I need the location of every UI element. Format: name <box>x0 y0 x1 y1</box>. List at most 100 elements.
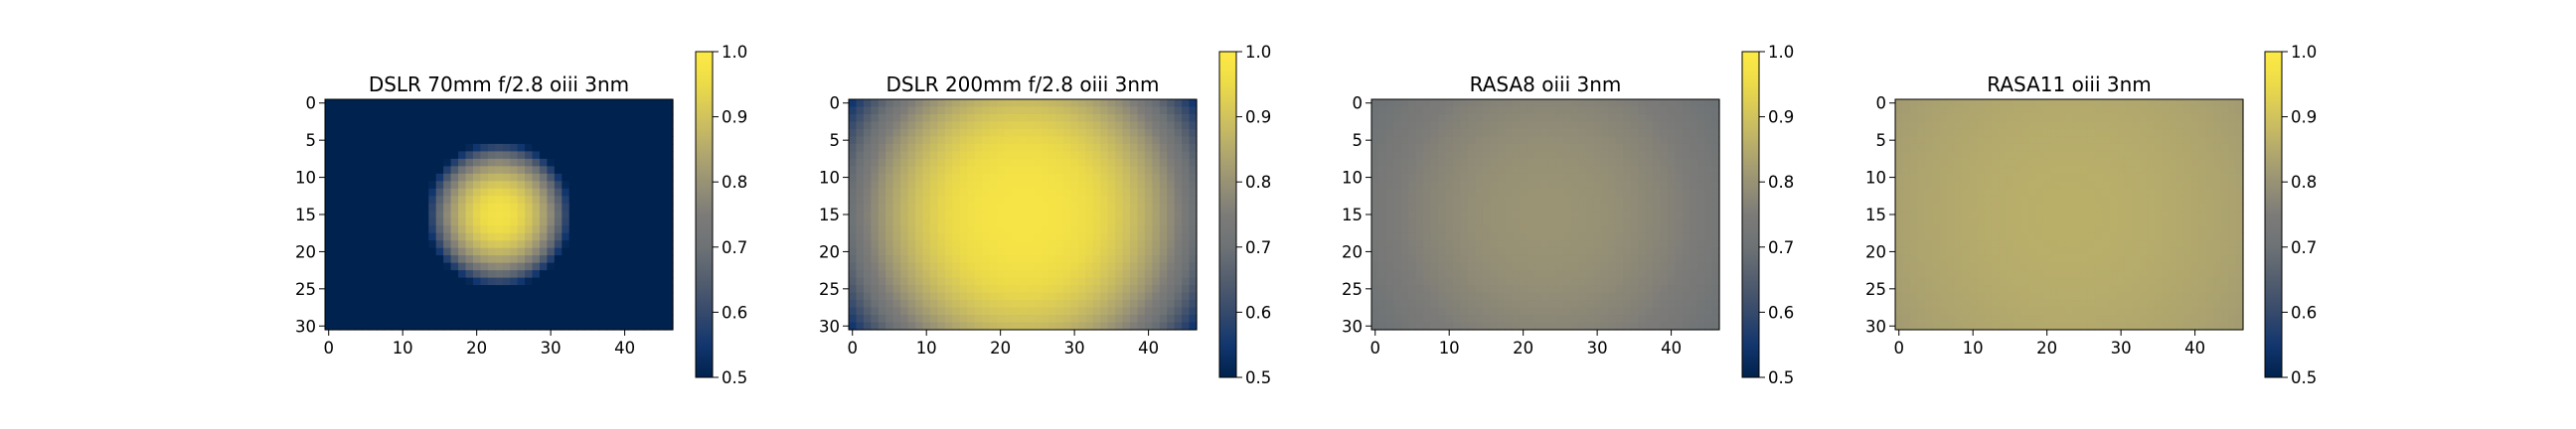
heatmap-cell <box>1571 211 1580 219</box>
heatmap-cell <box>871 240 880 249</box>
heatmap-cell <box>450 113 459 123</box>
heatmap-cell <box>1512 322 1521 331</box>
heatmap-cell <box>1939 128 1948 138</box>
heatmap-cell <box>2065 121 2074 130</box>
heatmap-cell <box>472 232 481 241</box>
heatmap-cell <box>2028 173 2037 182</box>
heatmap-cell <box>2205 136 2214 145</box>
heatmap-cell <box>1556 232 1565 241</box>
heatmap-cell <box>1600 166 1609 175</box>
heatmap-cell <box>465 143 474 152</box>
heatmap-cell <box>1107 300 1116 309</box>
heatmap-cell <box>1415 255 1424 264</box>
heatmap-cell <box>1026 136 1035 145</box>
heatmap-cell <box>1371 196 1380 205</box>
heatmap-cell <box>458 113 467 123</box>
heatmap-cell <box>1533 166 1542 175</box>
heatmap-cell <box>1430 232 1439 241</box>
heatmap-cell <box>900 232 909 241</box>
heatmap-cell <box>1682 121 1690 130</box>
heatmap-cell <box>1623 106 1632 115</box>
heatmap-cell <box>347 255 356 264</box>
heatmap-cell <box>1438 188 1447 197</box>
heatmap-cell <box>1055 158 1064 167</box>
heatmap-cell <box>525 136 534 145</box>
heatmap-cell <box>1062 128 1072 138</box>
heatmap-cell <box>1505 188 1514 197</box>
heatmap-cell <box>495 322 504 331</box>
heatmap-cell <box>502 151 511 160</box>
heatmap-cell <box>1092 128 1101 138</box>
heatmap-cell <box>1371 315 1380 324</box>
heatmap-cell <box>1041 166 1049 175</box>
heatmap-cell <box>1482 121 1491 130</box>
heatmap-cell <box>458 188 467 197</box>
heatmap-cell <box>1969 158 1978 167</box>
heatmap-cell <box>1593 232 1602 241</box>
heatmap-cell <box>598 292 607 301</box>
heatmap-cell <box>562 247 570 256</box>
heatmap-cell <box>2220 121 2229 130</box>
heatmap-cell <box>605 270 615 279</box>
heatmap-cell <box>1519 128 1528 138</box>
heatmap-cell <box>1490 255 1499 264</box>
heatmap-cell <box>1563 188 1572 197</box>
heatmap-cell <box>1682 136 1690 145</box>
y-tick-label: 20 <box>295 242 316 261</box>
heatmap-cell <box>2020 166 2029 175</box>
heatmap-cell <box>1122 196 1131 205</box>
heatmap-cell <box>1174 143 1183 152</box>
heatmap-cell <box>1645 166 1654 175</box>
heatmap-cell <box>1152 217 1161 226</box>
heatmap-cell <box>332 121 341 130</box>
heatmap-cell <box>1452 292 1461 301</box>
heatmap-cell <box>405 128 414 138</box>
heatmap-cell <box>967 262 976 271</box>
heatmap-cell <box>1445 196 1454 205</box>
heatmap-cell <box>1704 143 1713 152</box>
heatmap-cell <box>1174 232 1183 241</box>
heatmap-cell <box>1475 181 1484 190</box>
heatmap-cell <box>1415 203 1424 212</box>
heatmap-cell <box>1430 181 1439 190</box>
heatmap-cell <box>658 158 667 167</box>
heatmap-cell <box>1976 136 1985 145</box>
heatmap-cell <box>2020 173 2029 182</box>
heatmap-cell <box>937 99 946 108</box>
heatmap-cell <box>1556 217 1565 226</box>
heatmap-cell <box>472 121 481 130</box>
y-tick-label: 20 <box>819 242 840 261</box>
heatmap-cell <box>628 196 637 205</box>
heatmap-cell <box>643 158 652 167</box>
heatmap-cell <box>1371 173 1380 182</box>
heatmap-cell <box>849 240 858 249</box>
heatmap-cell <box>1408 277 1417 286</box>
heatmap-cell <box>849 181 858 190</box>
heatmap-cell <box>1556 292 1565 301</box>
heatmap-cell <box>554 181 563 190</box>
heatmap-cell <box>532 232 541 241</box>
heatmap-cell <box>915 292 924 301</box>
heatmap-cell <box>1563 315 1572 324</box>
heatmap-cell <box>878 143 886 152</box>
heatmap-cell <box>1696 166 1705 175</box>
heatmap-cell <box>620 315 629 324</box>
heatmap-cell <box>1085 173 1094 182</box>
heatmap-cell <box>643 99 652 108</box>
heatmap-cell <box>435 292 444 301</box>
heatmap-cell <box>1371 121 1380 130</box>
heatmap-cell <box>1159 166 1168 175</box>
heatmap-cell <box>1490 196 1499 205</box>
heatmap-cell <box>547 277 556 286</box>
heatmap-cell <box>863 247 872 256</box>
heatmap-cell <box>1704 158 1713 167</box>
heatmap-cell <box>510 136 519 145</box>
heatmap-cell <box>886 225 894 234</box>
heatmap-cell <box>480 143 489 152</box>
heatmap-cell <box>392 262 401 271</box>
heatmap-cell <box>392 196 401 205</box>
heatmap-cell <box>332 151 341 160</box>
heatmap-cell <box>1115 166 1124 175</box>
heatmap-cell <box>605 203 615 212</box>
heatmap-cell <box>1652 232 1662 241</box>
